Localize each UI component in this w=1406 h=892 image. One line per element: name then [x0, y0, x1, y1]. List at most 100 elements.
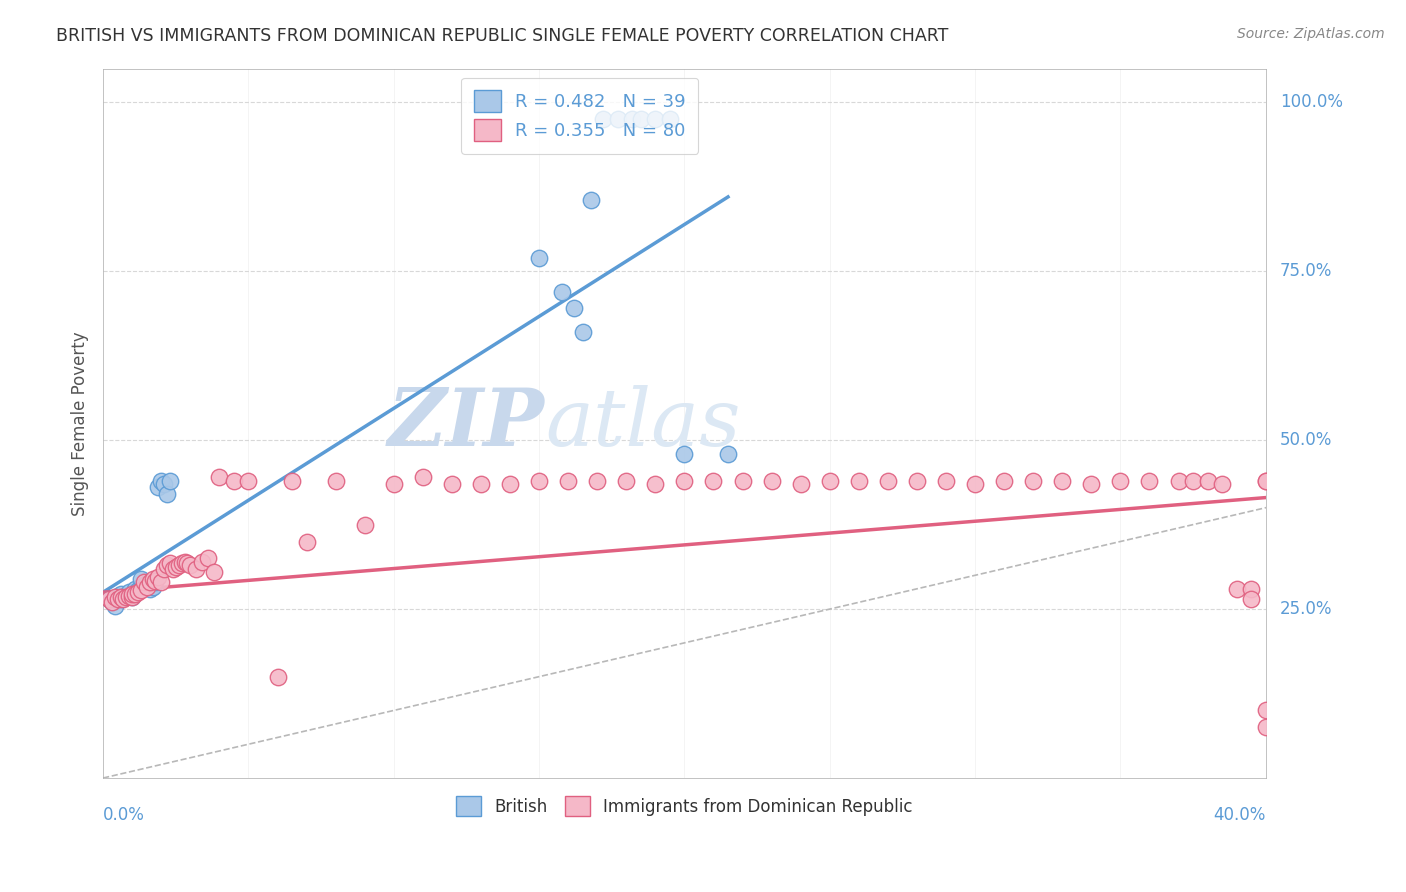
Point: [761, 474, 783, 488]
Point: [586, 474, 609, 488]
Point: [135, 581, 157, 595]
Point: [165, 560, 187, 574]
Point: [621, 112, 644, 127]
Point: [658, 112, 681, 127]
Point: [150, 575, 173, 590]
Point: [112, 591, 135, 606]
Point: [238, 474, 260, 488]
Point: [1052, 474, 1074, 488]
Point: [606, 112, 628, 127]
Text: 40.0%: 40.0%: [1213, 806, 1265, 824]
Text: 75.0%: 75.0%: [1279, 262, 1331, 280]
Point: [156, 558, 179, 573]
Point: [115, 589, 138, 603]
Point: [121, 590, 143, 604]
Point: [702, 474, 724, 488]
Point: [630, 112, 652, 127]
Point: [110, 591, 132, 606]
Point: [1022, 474, 1045, 488]
Point: [1254, 720, 1277, 734]
Point: [673, 474, 696, 488]
Point: [118, 585, 141, 599]
Point: [266, 670, 288, 684]
Point: [118, 589, 141, 603]
Point: [673, 447, 696, 461]
Text: ZIP: ZIP: [388, 384, 546, 462]
Point: [150, 474, 173, 488]
Point: [1240, 591, 1263, 606]
Point: [1109, 474, 1132, 488]
Point: [905, 474, 928, 488]
Point: [412, 470, 434, 484]
Point: [527, 474, 550, 488]
Point: [848, 474, 870, 488]
Point: [115, 590, 138, 604]
Point: [1254, 474, 1277, 488]
Point: [353, 517, 375, 532]
Point: [127, 583, 149, 598]
Point: [132, 578, 155, 592]
Point: [132, 575, 155, 590]
Legend: British, Immigrants from Dominican Republic: British, Immigrants from Dominican Repub…: [450, 789, 920, 823]
Point: [470, 477, 492, 491]
Point: [731, 474, 754, 488]
Point: [104, 599, 127, 613]
Point: [644, 477, 666, 491]
Point: [104, 590, 127, 604]
Point: [145, 574, 167, 588]
Point: [382, 477, 405, 491]
Point: [562, 301, 585, 316]
Point: [141, 581, 163, 595]
Point: [121, 587, 143, 601]
Point: [124, 582, 146, 596]
Point: [717, 447, 740, 461]
Point: [592, 112, 614, 127]
Point: [935, 474, 957, 488]
Point: [97, 591, 120, 606]
Point: [170, 556, 193, 570]
Point: [499, 477, 522, 491]
Point: [104, 591, 127, 606]
Point: [121, 590, 143, 604]
Point: [135, 576, 157, 591]
Point: [148, 569, 170, 583]
Text: 0.0%: 0.0%: [103, 806, 145, 824]
Point: [644, 112, 666, 127]
Point: [97, 591, 120, 606]
Point: [129, 572, 152, 586]
Point: [876, 474, 898, 488]
Point: [110, 590, 132, 604]
Point: [818, 474, 841, 488]
Point: [145, 575, 167, 590]
Text: BRITISH VS IMMIGRANTS FROM DOMINICAN REPUBLIC SINGLE FEMALE POVERTY CORRELATION : BRITISH VS IMMIGRANTS FROM DOMINICAN REP…: [56, 27, 949, 45]
Text: 100.0%: 100.0%: [1279, 94, 1343, 112]
Point: [965, 477, 987, 491]
Point: [1197, 474, 1219, 488]
Point: [127, 585, 149, 599]
Text: atlas: atlas: [546, 384, 741, 462]
Text: Source: ZipAtlas.com: Source: ZipAtlas.com: [1237, 27, 1385, 41]
Point: [527, 251, 550, 265]
Point: [1254, 474, 1277, 488]
Point: [179, 558, 201, 573]
Point: [1240, 582, 1263, 596]
Point: [1080, 477, 1102, 491]
Point: [789, 477, 811, 491]
Point: [191, 555, 214, 569]
Point: [1211, 477, 1233, 491]
Point: [153, 477, 176, 491]
Point: [208, 470, 231, 484]
Point: [197, 551, 219, 566]
Point: [222, 474, 245, 488]
Point: [124, 587, 146, 601]
Point: [551, 285, 574, 299]
Y-axis label: Single Female Poverty: Single Female Poverty: [72, 331, 89, 516]
Point: [121, 587, 143, 601]
Point: [148, 480, 170, 494]
Point: [295, 534, 318, 549]
Point: [138, 582, 160, 596]
Point: [167, 558, 190, 573]
Point: [107, 590, 129, 604]
Point: [159, 474, 181, 488]
Point: [176, 556, 198, 570]
